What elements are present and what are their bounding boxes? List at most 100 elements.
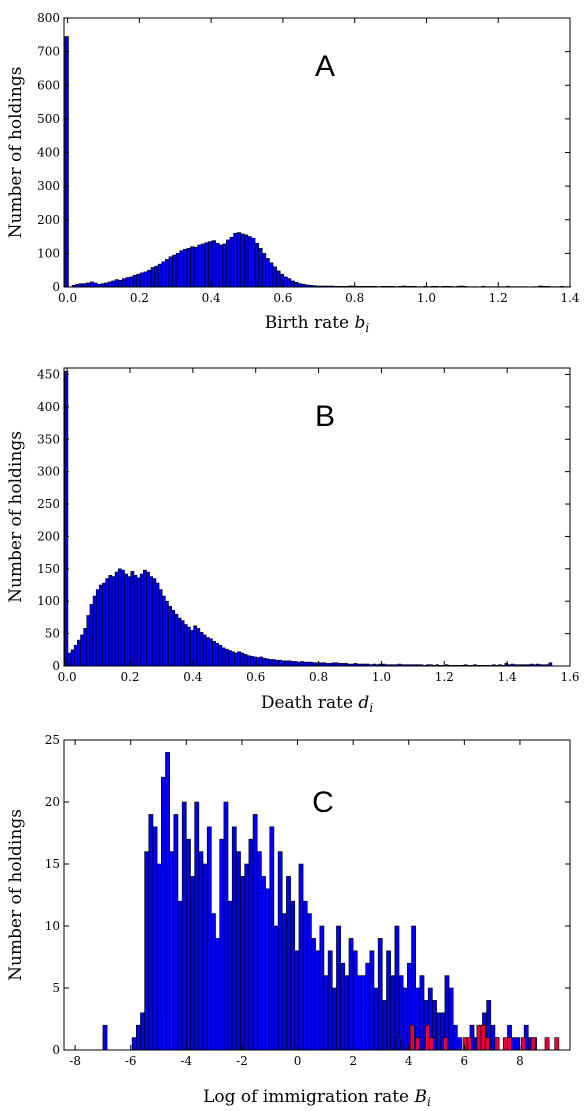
histogram-bar [92, 595, 97, 667]
histogram-bar [221, 647, 226, 667]
y-axis-label: Number of holdings [6, 67, 26, 239]
y-tick-label: 25 [45, 733, 60, 747]
histogram-bar [309, 661, 314, 667]
histogram-bar [139, 272, 145, 288]
bars-1 [64, 370, 553, 667]
histogram-bar [144, 851, 150, 1051]
histogram-bar [108, 575, 113, 667]
histogram-bar [219, 838, 225, 1051]
histogram-bar [248, 838, 254, 1051]
histogram-bar-highlight [494, 1037, 500, 1051]
y-tick-label: 0 [52, 1043, 60, 1057]
x-tick-label: 8 [516, 1054, 524, 1068]
y-tick-label: 10 [45, 919, 60, 933]
histogram-bar [193, 625, 198, 667]
histogram-bar [215, 643, 220, 667]
histogram-bar-highlight [443, 1037, 448, 1051]
histogram-bar [130, 571, 135, 667]
histogram-bar [268, 659, 273, 667]
histogram-bar [165, 259, 170, 288]
histogram-bar [269, 826, 275, 1051]
histogram-bar [211, 913, 216, 1051]
histogram-bar [215, 242, 220, 288]
y-tick-label: 250 [37, 497, 60, 511]
histogram-bar [340, 962, 346, 1051]
histogram-bar [284, 660, 289, 667]
histogram-bar [394, 925, 400, 1051]
histogram-bar [419, 975, 425, 1051]
x-axis-label-subscript: i [365, 321, 369, 335]
histogram-bar [218, 244, 224, 288]
histogram-bar [118, 279, 123, 288]
histogram-bar-highlight [507, 1037, 512, 1051]
y-tick-label: 400 [37, 146, 60, 160]
histogram-bar [395, 1037, 401, 1051]
histogram-bar [227, 650, 232, 667]
histogram-bar [273, 925, 279, 1051]
histogram-bar [402, 987, 408, 1051]
histogram-bar [156, 863, 162, 1051]
histogram-bar [249, 655, 254, 667]
histogram-bar [198, 851, 204, 1051]
histogram-bar [131, 1037, 137, 1051]
histogram-bar [224, 648, 229, 667]
histogram-bar [183, 249, 188, 288]
x-axis-label-text: Death rate [261, 693, 359, 713]
histogram-bar [237, 651, 242, 667]
histogram-bar [155, 582, 160, 667]
bars-0 [64, 36, 572, 288]
histogram-bar [165, 600, 169, 667]
histogram-bar [129, 276, 134, 288]
histogram-bar [457, 1037, 462, 1051]
histogram-bar [209, 638, 213, 667]
histogram-bar [229, 236, 234, 288]
y-tick-label: 15 [45, 857, 60, 871]
histogram-bar [146, 571, 150, 667]
histogram-bar [139, 573, 144, 667]
y-tick-label: 0 [52, 280, 60, 294]
x-tick-label: 4 [405, 1054, 413, 1068]
histogram-bar [331, 987, 337, 1051]
histogram-bar [344, 975, 350, 1051]
histogram-bar [77, 639, 81, 667]
histogram-bar [511, 1037, 517, 1051]
histogram-bar [202, 634, 207, 667]
histogram-bar [276, 270, 281, 288]
histogram-bar [102, 1024, 108, 1051]
histogram-bar [152, 826, 158, 1051]
histogram-bar [93, 282, 98, 288]
histogram-bar [80, 634, 84, 667]
y-tick-label: 200 [37, 213, 60, 227]
histogram-bar [133, 575, 138, 667]
chart-panel-c: -8 -6 -4 -2 0 2 4 6 8 0 5 10 15 20 25 Number of holding… [6, 733, 571, 1109]
histogram-bar [150, 267, 155, 288]
histogram-bar [148, 814, 154, 1051]
histogram-bar [222, 243, 227, 288]
histogram-bar [233, 232, 238, 288]
y-tick-label: 300 [37, 179, 60, 193]
panel-label: C [312, 786, 334, 819]
histogram-bar-highlight [554, 1037, 560, 1051]
histogram-bar [99, 584, 103, 667]
histogram-bar [231, 651, 235, 667]
histogram-bar [186, 248, 191, 288]
y-axis-label: Number of holdings [6, 431, 26, 603]
x-tick-label: 0.6 [273, 291, 292, 305]
histogram-bar [205, 637, 210, 667]
plot-frame [63, 367, 571, 667]
histogram-bar [89, 604, 94, 667]
histogram-bar [283, 276, 288, 288]
histogram-bar [169, 851, 175, 1051]
histogram-bar [277, 851, 283, 1051]
histogram-bar [265, 888, 271, 1051]
x-axis-label-text: Birth rate [265, 313, 355, 333]
x-tick-label: -2 [236, 1054, 248, 1068]
histogram-bar [244, 234, 249, 288]
x-axis-label-subscript: i [369, 701, 373, 715]
histogram-bar [73, 644, 78, 667]
histogram-bar [111, 576, 116, 667]
histogram-bar [211, 240, 216, 288]
y-tick-label: 5 [52, 981, 60, 995]
y-tick-label: 450 [37, 367, 60, 381]
